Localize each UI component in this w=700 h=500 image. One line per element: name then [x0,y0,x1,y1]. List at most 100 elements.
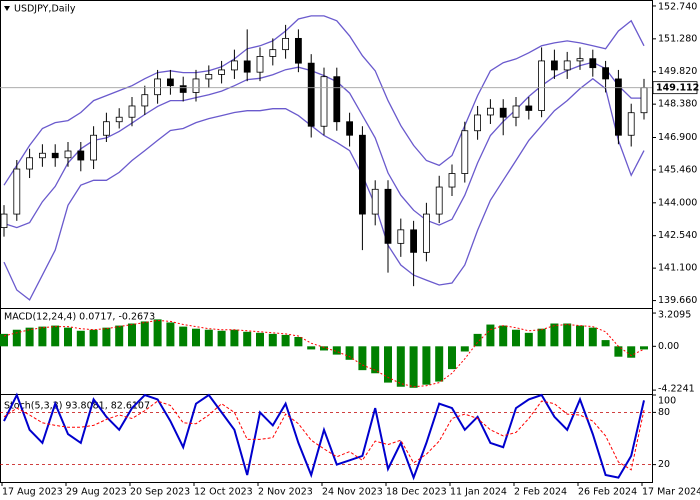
candle-body [154,78,162,96]
last-price-label: 149.112 [656,83,699,94]
y-tick-label: -4.2241 [658,384,695,395]
y-tick-label: 100 [658,396,676,407]
macd-bar [422,346,431,385]
stoch-title: Stoch(5,3,3) 93.8081, 82.6107 [4,401,150,412]
candle-body [410,229,418,253]
x-tick-label: 2 Nov 2023 [258,487,313,498]
macd-bar [332,346,341,355]
macd-bar [281,334,290,347]
candle-body [333,76,341,123]
macd-bar [563,323,572,347]
x-tick-label: 2 Feb 2024 [514,487,567,498]
macd-bar [460,346,469,352]
candle-body [269,49,277,57]
candle-body [576,58,584,62]
chart-title: USDJPY,Daily [14,4,76,15]
macd-bar [576,325,584,347]
x-tick-label: 29 Aug 2023 [66,487,127,498]
macd-bar [294,336,303,347]
candle-body [512,105,520,118]
y-tick-label: 139.660 [658,295,697,306]
macd-bar [128,323,136,347]
candle-body [627,112,635,136]
candle-body [538,60,545,111]
candle-body [103,121,110,136]
macd-bar [345,346,354,360]
macd-bar [396,346,405,387]
macd-bar [358,346,367,371]
y-tick-label: 152.740 [658,2,697,13]
macd-bar [435,346,444,382]
candle-body [422,213,430,253]
candle-body [384,188,392,244]
macd-bar [192,328,200,347]
macd-bar [12,329,21,347]
x-tick-label: 17 Mar 2024 [642,487,700,498]
candle-body [141,94,149,107]
candle-body [615,78,622,136]
stoch-line [3,400,645,471]
y-tick-label: 151.280 [658,33,697,44]
candle-body [90,134,97,161]
macd-bar [537,328,546,347]
macd-bar [243,331,252,347]
y-tick-label: 80 [658,407,670,418]
bollinger-band [3,15,645,186]
x-tick-label: 18 Dec 2023 [386,487,447,498]
y-tick-label: 141.100 [658,263,697,274]
candle-body [282,37,290,51]
macd-bar [25,327,34,347]
candle-body [256,56,264,73]
x-tick-label: 17 Aug 2023 [2,487,63,498]
candle-body [230,60,238,71]
candle-body [589,58,597,69]
candle-body [64,150,72,159]
candle-body [307,62,315,127]
candle-body [602,67,609,80]
x-tick-label: 11 Jan 2024 [450,487,507,498]
candle-body [486,107,494,116]
macd-bar [307,346,316,350]
stoch-line [3,392,645,481]
macd-bar [614,346,623,357]
y-tick-label: 145.460 [658,164,697,175]
y-tick-label: 144.000 [658,197,697,208]
y-tick-label: 3.2095 [658,310,691,321]
candle-body [461,130,469,174]
macd-bar [384,346,392,383]
macd-bar [140,321,149,347]
candle-body [179,85,187,93]
candle-body [346,121,354,136]
y-tick-label: 0.00 [658,341,679,352]
macd-bar [230,329,239,347]
macd-bar [153,319,162,347]
macd-bar [512,329,520,347]
macd-bar [371,346,380,374]
macd-bar [0,333,8,347]
candle-body [371,188,379,215]
x-tick-label: 26 Feb 2024 [578,487,637,498]
x-tick-label: 12 Oct 2023 [194,487,253,498]
candle-body [525,105,533,111]
macd-bar [448,346,456,370]
candle-body [0,213,8,228]
candle-body [640,87,648,114]
candle-body [563,60,571,71]
candle-body [39,152,46,159]
y-tick-label: 148.380 [658,99,697,110]
macd-bar [268,333,277,347]
macd-bar [256,332,264,347]
macd-bar [89,329,98,347]
candle-body [115,116,123,123]
y-tick-label: 149.820 [658,66,697,77]
macd-bar [627,346,636,358]
candle-body [26,157,34,170]
bollinger-band [3,77,645,301]
last-price-box [652,81,698,95]
candle-body [320,76,328,127]
candle-body [13,168,21,215]
macd-bar [588,327,597,347]
candle-body [551,60,558,71]
macd-bar [76,330,85,347]
